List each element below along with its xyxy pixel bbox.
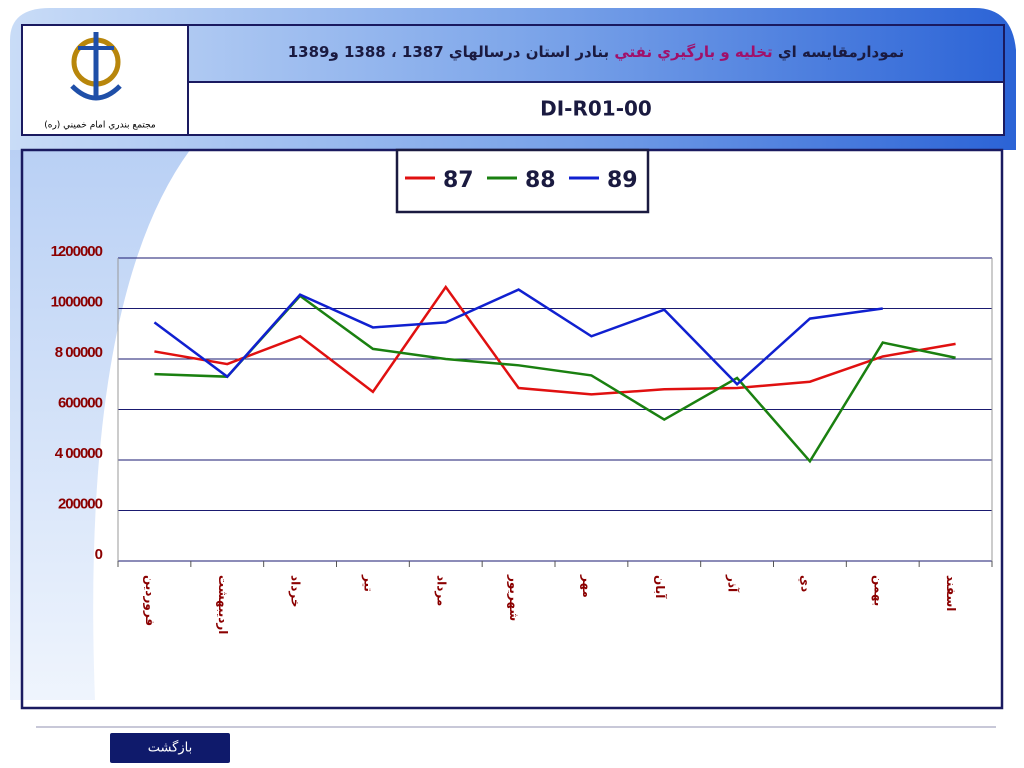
y-tick-label: 4 00000 bbox=[55, 445, 103, 462]
y-tick-label: 1200000 bbox=[51, 243, 103, 260]
chart-frame bbox=[20, 148, 1004, 710]
x-tick-label: آذر bbox=[726, 574, 741, 593]
series-line bbox=[154, 284, 956, 396]
plot: 0 200000 4 00000 600000 8 00000 1000000 120000… bbox=[51, 168, 993, 634]
x-tick-label: شهريور bbox=[506, 574, 521, 621]
x-tick-label: ارديبهشت bbox=[216, 575, 230, 634]
back-button[interactable] bbox=[110, 733, 230, 763]
page-code: DI-R01-00 bbox=[540, 97, 652, 121]
series-line bbox=[153, 288, 883, 386]
legend-label: 88 bbox=[525, 168, 556, 193]
x-tick-label: دي bbox=[798, 575, 812, 592]
logo-caption: مجتمع بندري امام خميني (ره) bbox=[44, 121, 156, 131]
legend-box bbox=[395, 148, 650, 214]
x-tick-label: بهمن bbox=[871, 575, 885, 606]
title-part: تخليه و بارگيري نفتي bbox=[614, 43, 772, 62]
y-tick-label: 1000000 bbox=[51, 293, 103, 310]
legend-label: 89 bbox=[607, 168, 638, 193]
page-title: نمودارمقايسه اي تخليه و بارگيري نفتي بنا… bbox=[288, 43, 905, 62]
x-tick-label: اسفند bbox=[944, 575, 958, 611]
y-tick-label: 8 00000 bbox=[55, 344, 103, 361]
series-line bbox=[154, 294, 956, 464]
x-tick-label: خرداد bbox=[289, 575, 303, 608]
y-tick-label: 0 bbox=[95, 546, 103, 563]
logo bbox=[70, 32, 122, 101]
x-tick-label: مهر bbox=[580, 574, 594, 598]
y-tick-label: 200000 bbox=[58, 495, 103, 512]
x-tick-label: آبان bbox=[653, 575, 668, 599]
back-button-label[interactable]: بازگشت bbox=[148, 740, 192, 756]
side-background bbox=[10, 150, 190, 700]
x-tick-label: مرداد bbox=[434, 575, 448, 606]
title-part: بنادر استان درسالهاي 1387 ، 1388 و1389 bbox=[288, 43, 615, 62]
legend-label: 87 bbox=[443, 168, 474, 193]
y-tick-label: 600000 bbox=[58, 394, 103, 411]
title-part: نمودارمقايسه اي bbox=[773, 43, 905, 62]
x-tick-label: تير bbox=[361, 574, 375, 592]
code-cell bbox=[187, 81, 1005, 136]
x-tick-label: فروردين bbox=[142, 575, 157, 626]
